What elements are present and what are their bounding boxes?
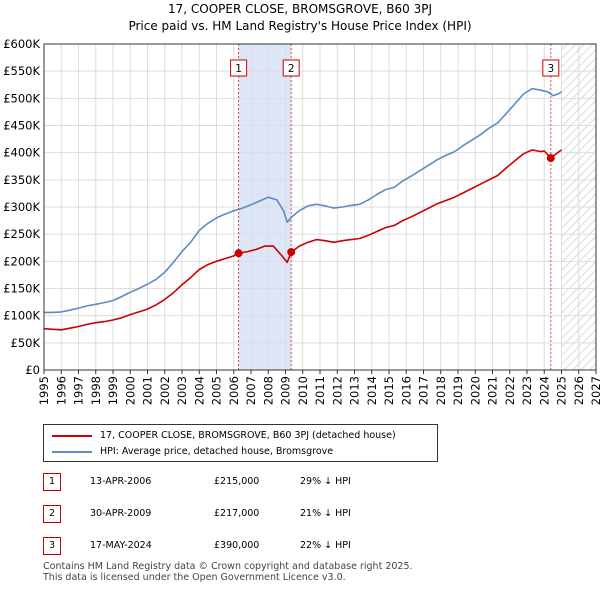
y-tick-label: £550K (3, 64, 40, 78)
y-tick-label: £350K (3, 173, 40, 187)
x-tick-label: 2027 (589, 376, 600, 405)
price-chart: 1 2 3 £0 £50K £100K £150K £200K £250K £300K £350K… (3, 37, 600, 405)
sale-date: 17-MAY-2024 (90, 540, 152, 551)
sale-marker-box (282, 59, 300, 77)
sale-point (234, 249, 243, 258)
property-price-line (43, 149, 562, 331)
sale-badge: 1 (43, 473, 61, 491)
sale-marker-label: 2 (288, 63, 295, 75)
legend-swatch-hpi (52, 451, 92, 453)
y-tick-label: £200K (3, 254, 40, 268)
sale-marker-label: 3 (547, 63, 554, 75)
x-tick-label: 2019 (451, 376, 465, 405)
chart-subtitle: Price paid vs. HM Land Registry's House … (128, 19, 472, 33)
sale-hpi-diff: 29% ↓ HPI (300, 476, 351, 487)
sale-date: 13-APR-2006 (90, 476, 152, 487)
sale-point (546, 154, 555, 163)
x-tick-label: 2004 (192, 376, 206, 405)
sale-point (287, 248, 296, 257)
x-tick-label: 2014 (365, 376, 379, 405)
legend-label-hpi: HPI: Average price, detached house, Brom… (100, 446, 334, 457)
x-tick-label: 2025 (555, 376, 569, 405)
y-tick-label: £600K (3, 37, 40, 51)
y-tick-label: £450K (3, 119, 40, 133)
legend-swatch-property (52, 435, 92, 437)
y-tick-label: £0 (25, 363, 40, 377)
x-tick-label: 2008 (261, 376, 275, 405)
x-tick-label: 2021 (486, 376, 500, 405)
x-tick-label: 2003 (175, 376, 189, 405)
y-tick-label: £400K (3, 146, 40, 160)
sale-marker-box (542, 59, 560, 77)
sale-price: £215,000 (214, 476, 260, 487)
x-tick-label: 1996 (54, 376, 68, 405)
chart-legend: 17, COOPER CLOSE, BROMSGROVE, B60 3PJ (d… (43, 424, 438, 462)
plot-frame (43, 43, 597, 371)
x-tick-label: 2024 (537, 376, 551, 405)
y-tick-label: £50K (11, 336, 41, 350)
sale-marker-label: 1 (235, 63, 242, 75)
x-tick-label: 1998 (89, 376, 103, 405)
hpi-line (44, 87, 562, 314)
x-tick-label: 2015 (382, 376, 396, 405)
x-tick-label: 2011 (313, 376, 327, 405)
x-tick-label: 2000 (123, 376, 137, 405)
sale-date: 30-APR-2009 (90, 508, 152, 519)
sale-badge: 3 (43, 537, 61, 555)
x-tick-label: 2010 (296, 376, 310, 405)
x-tick-label: 1997 (72, 376, 86, 405)
y-tick-label: £500K (3, 91, 40, 105)
x-tick-label: 1995 (37, 376, 51, 405)
x-tick-label: 2007 (244, 376, 258, 405)
x-tick-label: 2009 (279, 376, 293, 405)
footer-copyright: Contains HM Land Registry data © Crown c… (43, 561, 413, 572)
x-tick-label: 2006 (227, 376, 241, 405)
sale-badge: 2 (43, 505, 61, 523)
x-tick-label: 2017 (417, 376, 431, 405)
x-tick-label: 2020 (468, 376, 482, 405)
x-tick-label: 2005 (210, 376, 224, 405)
sale-price: £217,000 (214, 508, 260, 519)
y-tick-label: £150K (3, 282, 40, 296)
sale-hpi-diff: 22% ↓ HPI (300, 540, 351, 551)
legend-label-property: 17, COOPER CLOSE, BROMSGROVE, B60 3PJ (d… (100, 430, 396, 441)
sale-hpi-diff: 21% ↓ HPI (300, 508, 351, 519)
y-tick-label: £100K (3, 309, 40, 323)
sale-marker-box (230, 59, 248, 77)
x-tick-label: 2016 (399, 376, 413, 405)
footer-license: This data is licensed under the Open Gov… (43, 572, 346, 583)
x-tick-label: 1999 (106, 376, 120, 405)
x-tick-label: 2002 (158, 376, 172, 405)
x-tick-label: 2012 (330, 376, 344, 405)
x-tick-label: 2001 (141, 376, 155, 405)
y-tick-label: £300K (3, 200, 40, 214)
y-tick-label: £250K (3, 227, 40, 241)
x-tick-label: 2026 (572, 376, 586, 405)
x-tick-label: 2018 (434, 376, 448, 405)
chart-title: 17, COOPER CLOSE, BROMSGROVE, B60 3PJ (167, 2, 433, 16)
x-tick-label: 2013 (348, 376, 362, 405)
x-tick-label: 2022 (503, 376, 517, 405)
sale-price: £390,000 (214, 540, 260, 551)
x-tick-label: 2023 (520, 376, 534, 405)
